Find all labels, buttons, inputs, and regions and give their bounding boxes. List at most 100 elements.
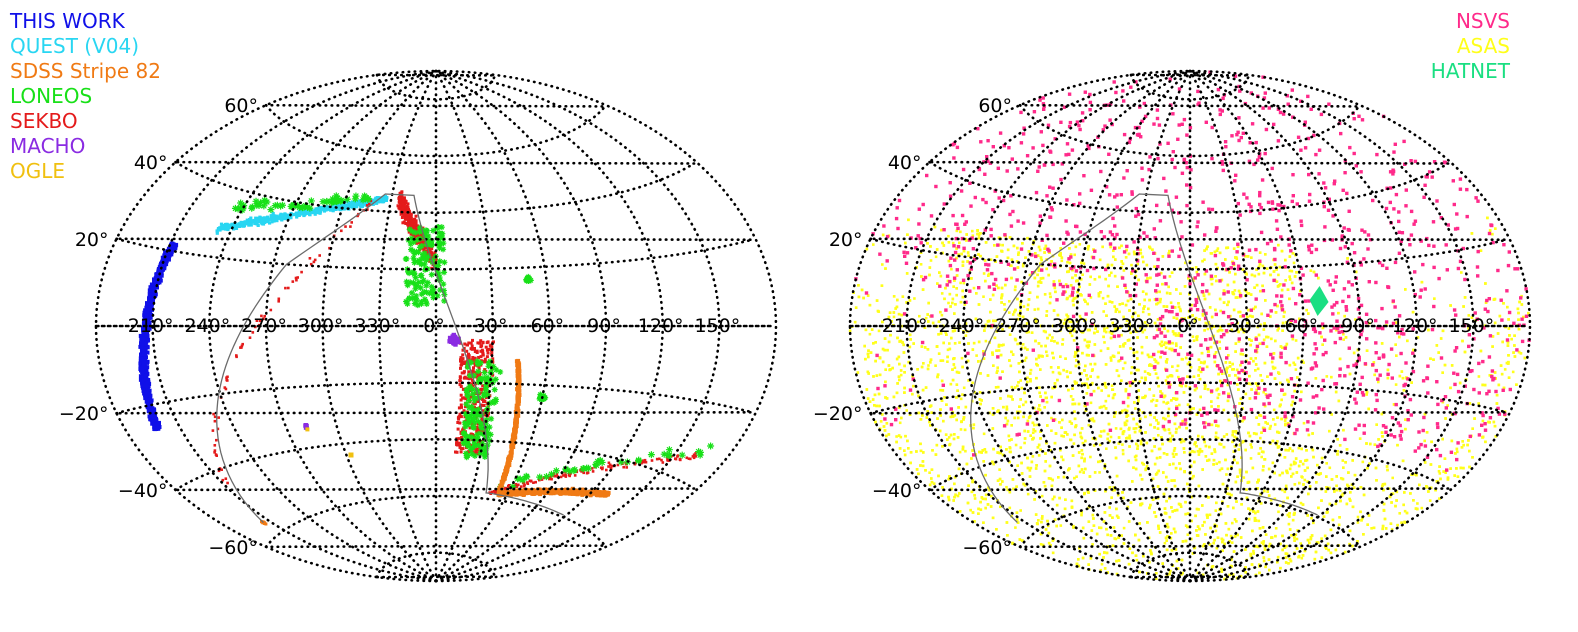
sekbo-point [559, 475, 563, 479]
loneos-point [472, 408, 479, 415]
quest-point [275, 217, 279, 221]
loneos-point [468, 359, 475, 366]
quest-point [307, 210, 311, 214]
loneos-point [423, 282, 430, 289]
ogle-point [305, 427, 310, 432]
sekbo-point [534, 480, 537, 484]
loneos-point [478, 444, 485, 451]
sekbo-point [248, 336, 252, 339]
sekbo-point [473, 370, 477, 374]
loneos-point [465, 416, 472, 423]
sekbo-point [484, 396, 488, 400]
loneos-point [414, 302, 421, 309]
loneos-point [413, 292, 420, 299]
quest-point [347, 203, 351, 207]
loneos-point [483, 408, 490, 415]
sdss-point [573, 489, 578, 494]
y-tick-label: 20° [75, 229, 109, 251]
sdss-point [603, 492, 608, 496]
loneos-point [487, 431, 494, 438]
sekbo-point [277, 297, 281, 301]
sekbo-point [414, 228, 418, 232]
loneos-point [497, 368, 504, 375]
this-work-point [147, 295, 152, 300]
sekbo-point [523, 483, 526, 487]
quest-point [248, 219, 252, 223]
y-tick-label: 60° [224, 95, 258, 117]
loneos-point [478, 424, 485, 431]
sekbo-point [599, 466, 603, 470]
sekbo-point [409, 222, 413, 226]
sdss-point [567, 489, 572, 494]
loneos-point [466, 358, 473, 365]
this-work-point [145, 350, 150, 355]
quest-point [297, 213, 301, 217]
loneos-point [566, 467, 574, 475]
sekbo-point [624, 461, 627, 464]
loneos-point [465, 361, 472, 368]
sekbo-point [568, 474, 571, 478]
sekbo-point [488, 394, 492, 398]
loneos-point [489, 398, 496, 405]
loneos-point [298, 204, 306, 212]
sekbo-point [459, 403, 463, 407]
this-work-point [157, 420, 161, 425]
longitude-line [434, 69, 665, 583]
sdss-point [510, 490, 515, 494]
loneos-point [519, 476, 527, 484]
loneos-point [475, 442, 482, 449]
sdss-point [506, 458, 511, 463]
longitude-line [434, 69, 721, 583]
loneos-point [440, 281, 447, 288]
this-work-point [142, 328, 147, 332]
quest-point [343, 207, 347, 211]
sekbo-point [255, 319, 259, 322]
sekbo-point [466, 354, 470, 358]
loneos-point [406, 226, 413, 233]
quest-point [258, 216, 262, 220]
sekbo-point [519, 485, 523, 488]
sdss-point [514, 406, 519, 411]
loneos-point [463, 386, 470, 393]
quest-point [383, 196, 387, 201]
this-work-point [147, 391, 152, 396]
quest-point [320, 207, 324, 211]
loneos-point [267, 206, 275, 214]
sdss-point [509, 444, 514, 449]
loneos-point [660, 450, 668, 458]
sekbo-point [420, 240, 423, 243]
quest-point [371, 202, 375, 206]
sekbo-point [428, 248, 432, 252]
sdss-point [579, 491, 584, 496]
loneos-point [482, 420, 489, 427]
loneos-point [583, 464, 591, 472]
loneos-point [430, 294, 437, 301]
sekbo-point [411, 224, 415, 228]
sekbo-point [406, 222, 410, 226]
this-work-point [139, 341, 143, 346]
sekbo-point [424, 250, 428, 253]
loneos-point [462, 410, 469, 417]
loneos-point [696, 448, 704, 456]
sekbo-point [482, 400, 485, 404]
this-work-point [163, 257, 168, 262]
loneos-point [522, 472, 530, 480]
sekbo-point [291, 280, 295, 283]
quest-point [232, 227, 236, 231]
sekbo-point [415, 234, 419, 237]
sekbo-point [526, 481, 529, 484]
sekbo-point [424, 246, 428, 250]
sekbo-point [491, 357, 495, 361]
quest-point [234, 226, 239, 230]
loneos-point [441, 269, 448, 276]
sdss-point [599, 491, 604, 496]
quest-point [241, 224, 246, 228]
x-tick-label: 60° [530, 315, 564, 337]
sekbo-point [486, 351, 490, 355]
sekbo-point [616, 463, 620, 467]
this-work-point [150, 419, 155, 424]
quest-point [302, 209, 306, 213]
sekbo-point [475, 429, 479, 433]
quest-point [324, 208, 328, 212]
this-work-point [173, 244, 178, 248]
